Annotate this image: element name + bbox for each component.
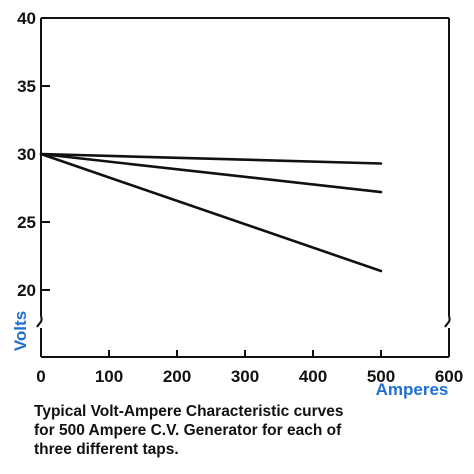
series-line-1 [39,152,383,165]
x-tick-label-300: 300 [231,367,259,386]
series-line-3 [39,152,383,273]
y-tick-label-40: 40 [17,9,36,28]
x-tick-label-500: 500 [367,367,395,386]
x-tick-label-400: 400 [299,367,327,386]
y-axis-title: Volts [11,311,30,351]
y-tick-label-35: 35 [17,77,36,96]
caption-line-2: for 500 Ampere C.V. Generator for each o… [34,422,342,439]
y-tick-label-20: 20 [17,281,36,300]
series-line-2 [39,152,383,194]
chart-caption: Typical Volt-Ampere Characteristic curve… [34,402,464,459]
y-tick-label-25: 25 [17,213,36,232]
x-tick-label-600: 600 [435,367,463,386]
x-axis-title: Amperes [376,380,449,399]
caption-line-3: three different taps. [34,441,179,458]
caption-line-1: Typical Volt-Ampere Characteristic curve… [34,403,344,420]
x-tick-label-200: 200 [163,367,191,386]
x-tick-label-0: 0 [36,367,45,386]
y-tick-label-30: 30 [17,145,36,164]
y-axis-break-mark [36,315,43,328]
right-border-break-mark [444,315,451,328]
x-tick-label-100: 100 [95,367,123,386]
